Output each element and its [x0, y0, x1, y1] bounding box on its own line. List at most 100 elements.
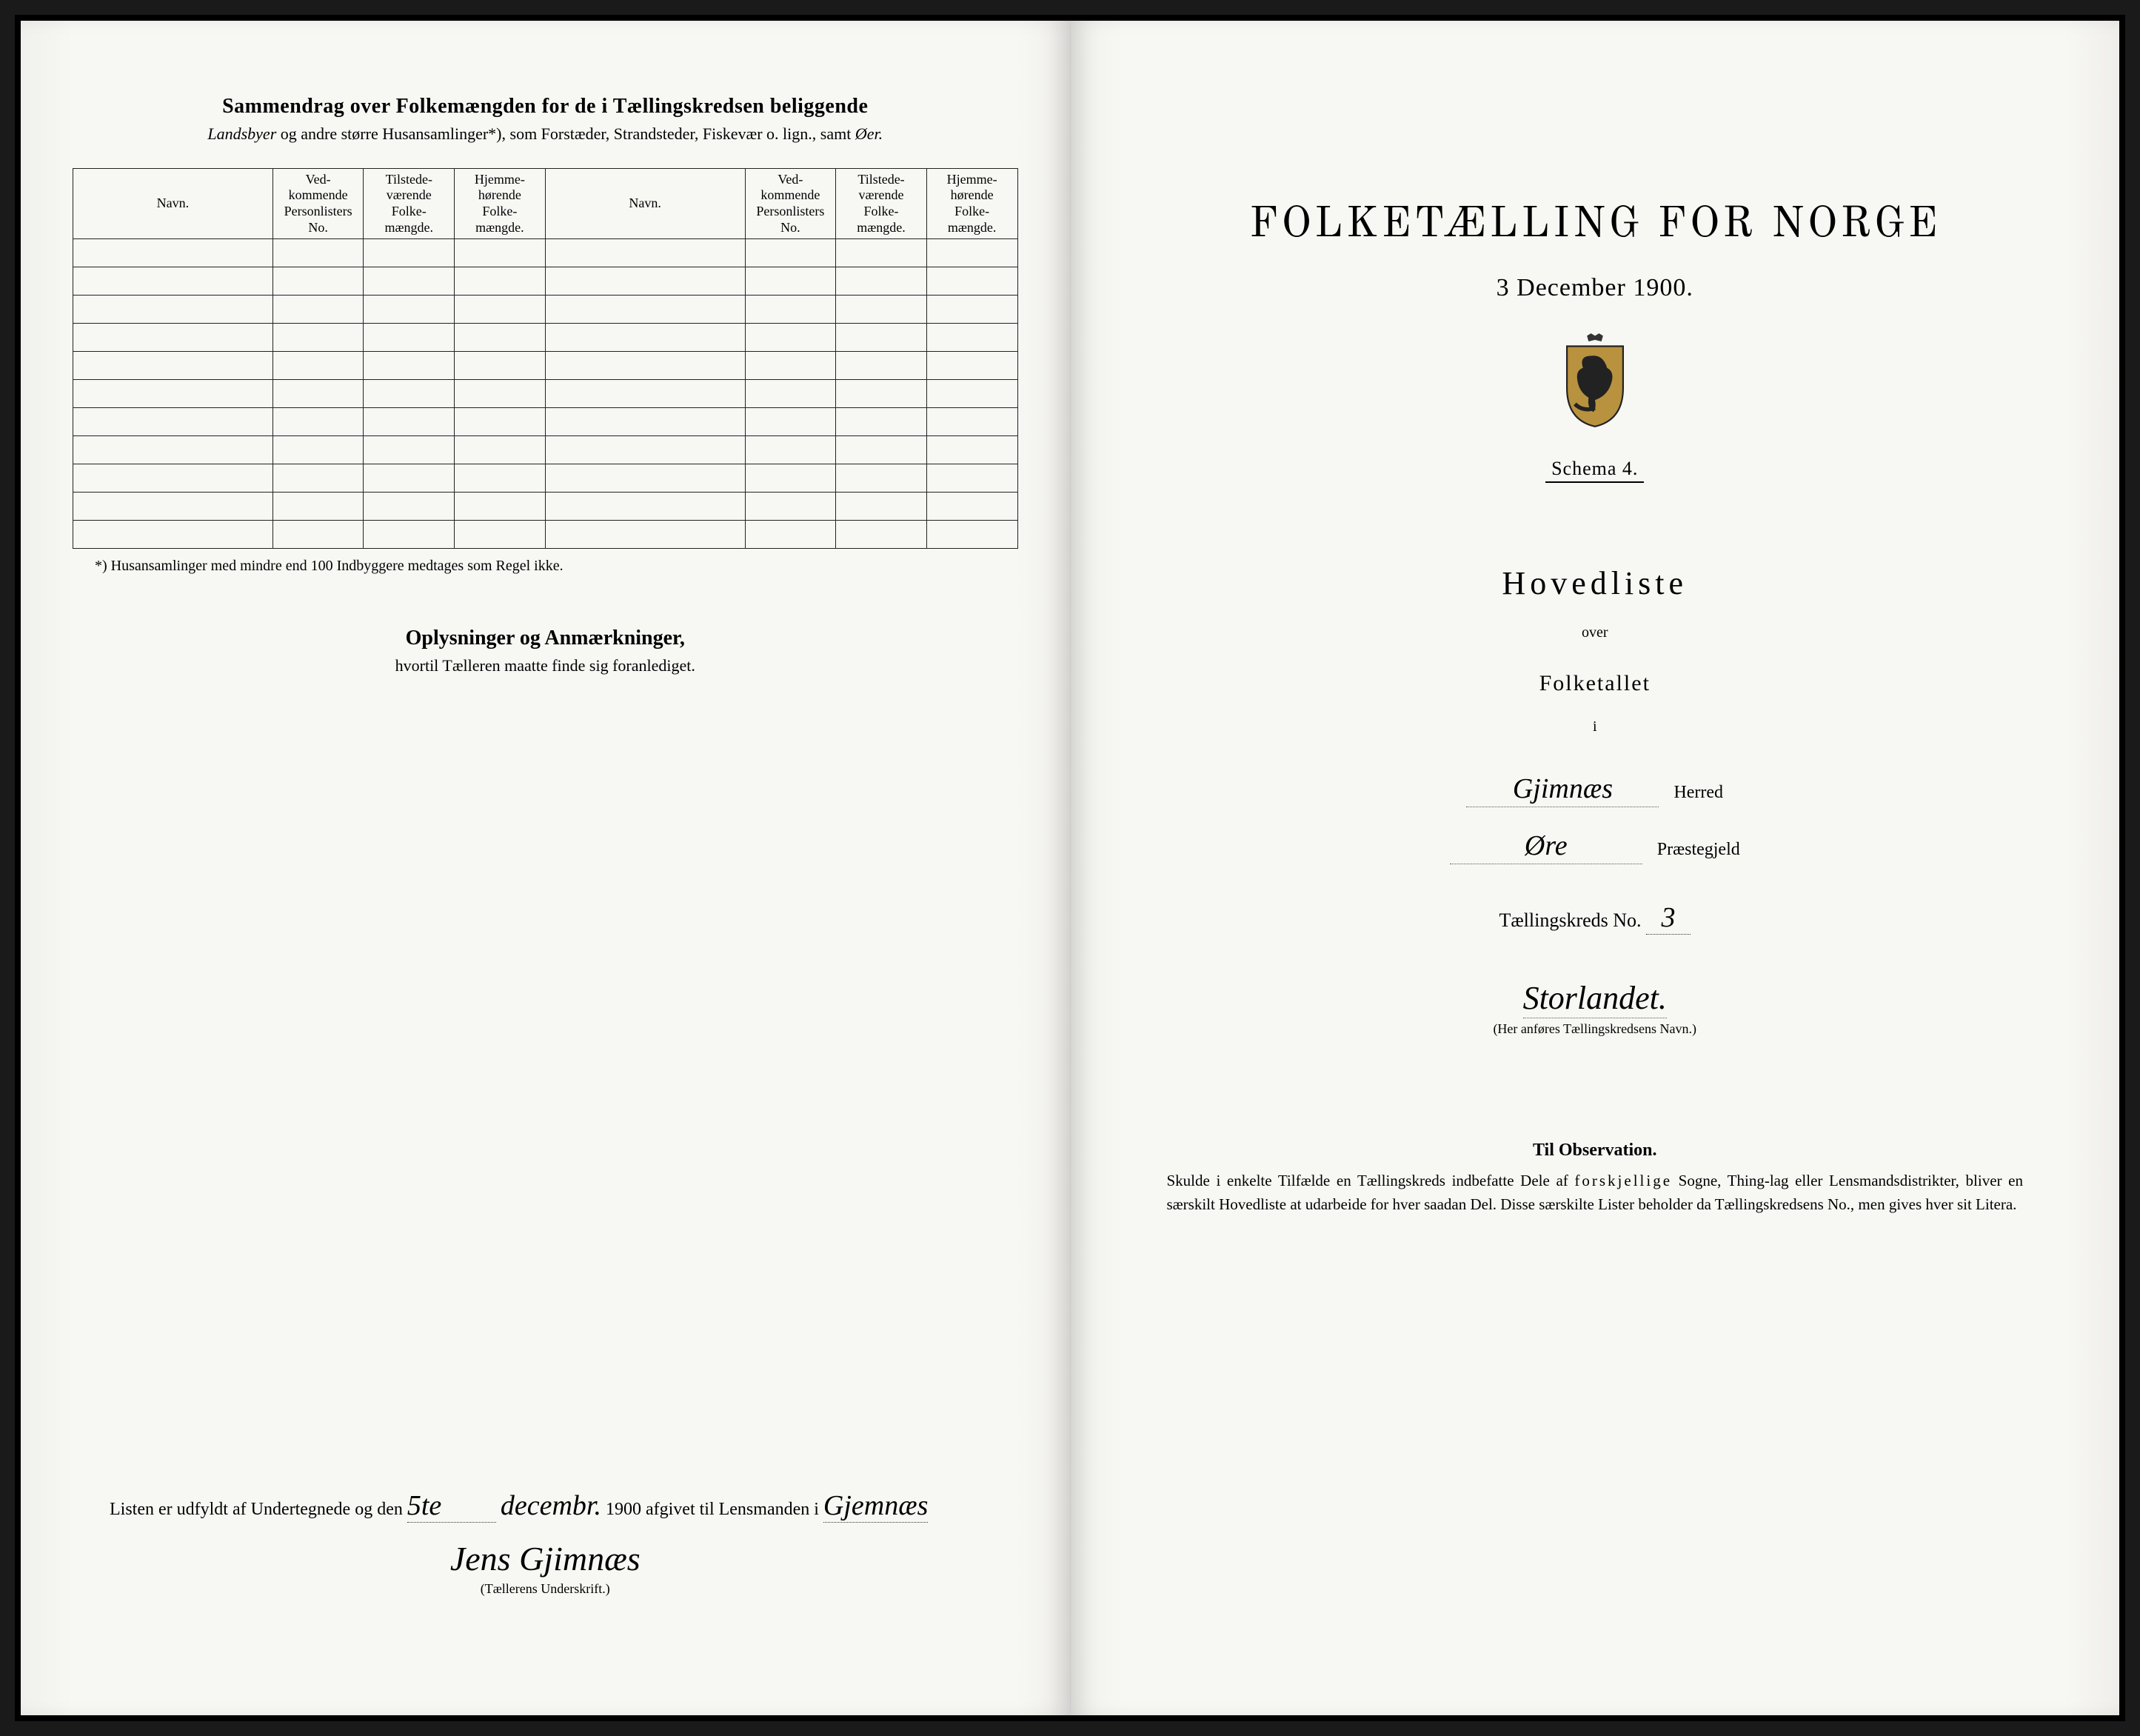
table-cell — [455, 464, 546, 493]
table-row — [73, 239, 1018, 267]
summary-table: Navn. Ved- kommende Personlisters No. Ti… — [73, 168, 1018, 549]
table-cell — [836, 436, 927, 464]
table-cell — [272, 239, 364, 267]
right-page: FOLKETÆLLING FOR NORGE 3 December 1900. … — [1071, 21, 2120, 1715]
table-cell — [272, 493, 364, 521]
table-cell — [73, 521, 273, 549]
table-cell — [926, 296, 1017, 324]
herred-row: Gjimnæs Herred — [1123, 772, 2068, 807]
table-cell — [545, 296, 745, 324]
left-subtitle: Landsbyer og andre større Husansamlinger… — [73, 123, 1018, 146]
table-cell — [364, 267, 455, 296]
table-cell — [545, 380, 745, 408]
table-cell — [364, 408, 455, 436]
table-cell — [836, 352, 927, 380]
praeste-label: Præstegjeld — [1657, 840, 1740, 860]
table-row — [73, 267, 1018, 296]
table-cell — [545, 324, 745, 352]
table-cell — [745, 436, 836, 464]
table-cell — [545, 267, 745, 296]
kreds-caption: (Her anføres Tællingskredsens Navn.) — [1123, 1021, 2068, 1037]
table-row — [73, 324, 1018, 352]
th-tilstede-2: Tilstede- værende Folke- mængde. — [836, 168, 927, 238]
kreds-name: Storlandet. — [1523, 980, 1667, 1018]
table-cell — [926, 267, 1017, 296]
table-cell — [73, 408, 273, 436]
table-cell — [545, 493, 745, 521]
scan-frame: Sammendrag over Folkemængden for de i Tæ… — [15, 15, 2125, 1721]
table-cell — [73, 296, 273, 324]
table-cell — [272, 267, 364, 296]
table-cell — [926, 380, 1017, 408]
table-cell — [73, 380, 273, 408]
summary-table-body — [73, 239, 1018, 549]
table-cell — [455, 380, 546, 408]
bottom-date-month: decembr. — [501, 1490, 601, 1521]
praeste-value: Øre — [1450, 829, 1642, 864]
table-cell — [364, 324, 455, 352]
table-cell — [926, 521, 1017, 549]
kreds-no-value: 3 — [1646, 901, 1691, 935]
table-cell — [745, 493, 836, 521]
signature: Jens Gjimnæs — [450, 1539, 641, 1578]
table-cell — [745, 324, 836, 352]
table-cell — [455, 493, 546, 521]
table-cell — [364, 296, 455, 324]
table-cell — [926, 352, 1017, 380]
table-cell — [364, 464, 455, 493]
table-cell — [73, 352, 273, 380]
observation-text: Skulde i enkelte Tilfælde en Tællingskre… — [1123, 1169, 2068, 1216]
table-row — [73, 436, 1018, 464]
table-cell — [926, 239, 1017, 267]
signature-block: Jens Gjimnæs (Tællerens Underskrift.) — [450, 1539, 641, 1597]
table-cell — [272, 436, 364, 464]
table-cell — [272, 352, 364, 380]
schema-label: Schema 4. — [1545, 458, 1644, 483]
table-cell — [364, 352, 455, 380]
over-label: over — [1123, 624, 2068, 641]
praestegjeld-row: Øre Præstegjeld — [1123, 829, 2068, 864]
table-cell — [745, 380, 836, 408]
table-cell — [926, 408, 1017, 436]
table-cell — [364, 239, 455, 267]
table-cell — [73, 464, 273, 493]
table-cell — [364, 493, 455, 521]
table-cell — [455, 324, 546, 352]
table-cell — [926, 436, 1017, 464]
table-row — [73, 464, 1018, 493]
kreds-no-label: Tællingskreds No. — [1499, 909, 1641, 931]
table-cell — [836, 296, 927, 324]
table-cell — [926, 493, 1017, 521]
table-row — [73, 493, 1018, 521]
subtitle-italic-1: Landsbyer — [207, 124, 276, 143]
table-cell — [364, 521, 455, 549]
oplysninger-sub: hvortil Tælleren maatte finde sig foranl… — [73, 656, 1018, 675]
table-cell — [745, 296, 836, 324]
th-personlisters-2: Ved- kommende Personlisters No. — [745, 168, 836, 238]
table-cell — [364, 436, 455, 464]
table-cell — [926, 324, 1017, 352]
table-cell — [73, 436, 273, 464]
table-row — [73, 380, 1018, 408]
obs-text-1: Skulde i enkelte Tilfælde en Tællingskre… — [1167, 1172, 1575, 1189]
th-navn-1: Navn. — [73, 168, 273, 238]
table-cell — [545, 464, 745, 493]
table-cell — [836, 239, 927, 267]
table-cell — [272, 380, 364, 408]
table-cell — [926, 464, 1017, 493]
census-title: FOLKETÆLLING FOR NORGE — [1123, 198, 2068, 252]
table-cell — [545, 239, 745, 267]
subtitle-italic-2: Øer. — [855, 124, 883, 143]
table-cell — [272, 464, 364, 493]
table-cell — [745, 408, 836, 436]
table-cell — [272, 296, 364, 324]
hovedliste-heading: Hovedliste — [1123, 564, 2068, 602]
table-cell — [836, 267, 927, 296]
table-cell — [545, 521, 745, 549]
table-cell — [545, 436, 745, 464]
table-cell — [836, 493, 927, 521]
table-cell — [455, 267, 546, 296]
table-cell — [836, 324, 927, 352]
table-row — [73, 296, 1018, 324]
th-hjemme-2: Hjemme- hørende Folke- mængde. — [926, 168, 1017, 238]
